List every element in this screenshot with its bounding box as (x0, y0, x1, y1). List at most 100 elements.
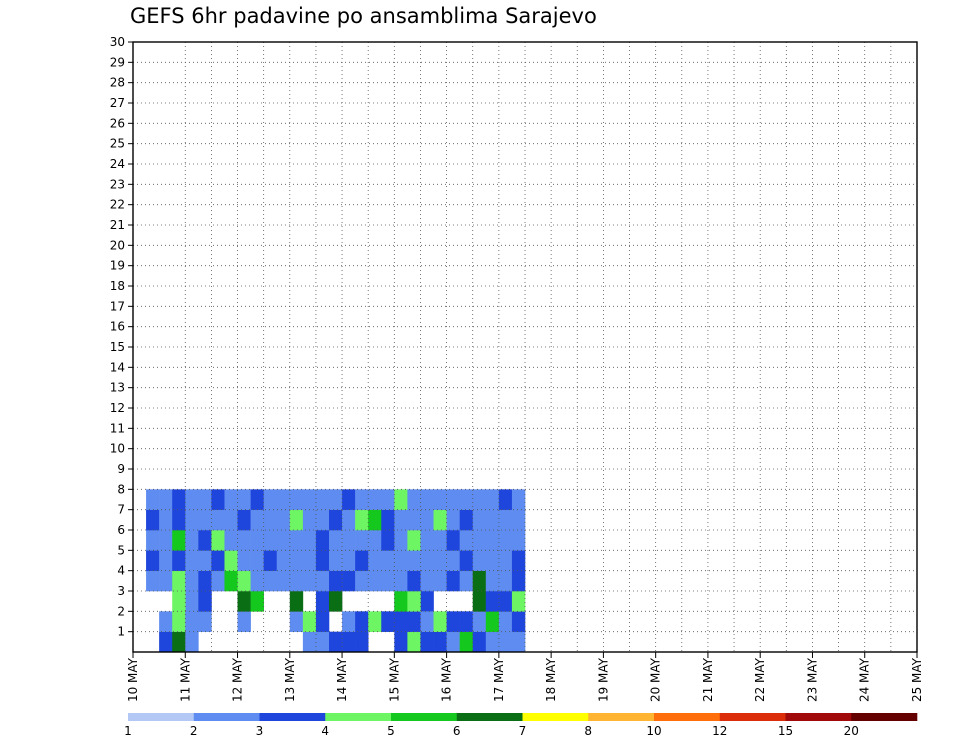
heatmap-cell (315, 550, 330, 571)
heatmap-cell (276, 530, 291, 551)
chart-grid (133, 42, 917, 652)
heatmap-cell (381, 550, 395, 571)
heatmap-cell (315, 591, 330, 612)
heatmap-cell (485, 591, 500, 612)
heatmap-cell (420, 509, 434, 531)
heatmap-cell (276, 489, 291, 510)
heatmap-cell (315, 509, 330, 531)
heatmap-cell (368, 509, 382, 531)
heatmap-cell (355, 631, 369, 653)
heatmap-cell (159, 509, 173, 531)
heatmap-cell (433, 509, 447, 531)
heatmap-cell (211, 550, 225, 571)
heatmap-cell (446, 631, 460, 653)
heatmap-cell (342, 509, 356, 531)
y-tick-label: 3 (117, 584, 125, 598)
heatmap-cell (289, 570, 304, 592)
heatmap-cell (433, 611, 447, 632)
heatmap-cell (315, 530, 330, 551)
heatmap-cell (224, 530, 238, 551)
heatmap-cell (185, 631, 199, 653)
heatmap-cell (302, 509, 317, 531)
heatmap-cell (472, 509, 487, 531)
y-tick-label: 20 (110, 238, 125, 252)
heatmap-cell (381, 530, 395, 551)
colorbar-label: 12 (712, 724, 727, 738)
heatmap-cell (498, 591, 513, 612)
heatmap-cell (289, 550, 304, 571)
heatmap-cell (198, 530, 212, 551)
heatmap-cell (342, 611, 356, 632)
colorbar-swatch (128, 713, 195, 721)
y-tick-label: 16 (110, 320, 125, 334)
heatmap-cell (211, 489, 225, 510)
heatmap-cell (459, 509, 474, 531)
colorbar-label: 4 (321, 724, 329, 738)
heatmap-cell (342, 550, 356, 571)
colorbar-swatch (588, 713, 655, 721)
heatmap-cell (276, 570, 291, 592)
heatmap-cell (198, 611, 212, 632)
heatmap-cell (472, 530, 487, 551)
colorbar-swatch (785, 713, 852, 721)
colorbar-label: 6 (453, 724, 461, 738)
y-tick-label: 23 (110, 177, 125, 191)
heatmap-cell (368, 489, 382, 510)
heatmap-cell (355, 550, 369, 571)
heatmap-cell (276, 550, 291, 571)
heatmap-cell (329, 550, 343, 571)
heatmap-cell (394, 489, 408, 510)
colorbar-swatch (456, 713, 523, 721)
heatmap-cell (420, 550, 434, 571)
y-tick-label: 6 (117, 523, 125, 537)
heatmap-cell (211, 570, 225, 592)
heatmap-cell (172, 530, 186, 551)
heatmap-cell (315, 611, 330, 632)
heatmap-cell (472, 611, 487, 632)
heatmap-cell (472, 631, 487, 653)
heatmap-cell (407, 509, 421, 531)
colorbar-swatch (193, 713, 260, 721)
colorbar-label: 5 (387, 724, 395, 738)
y-tick-label: 4 (117, 564, 125, 578)
heatmap-cell (172, 550, 186, 571)
heatmap-cell (498, 530, 513, 551)
y-tick-label: 21 (110, 218, 125, 232)
heatmap-cell (224, 550, 238, 571)
heatmap-cell (368, 530, 382, 551)
heatmap-cell (433, 530, 447, 551)
heatmap-cell (472, 489, 487, 510)
heatmap-cell (472, 591, 487, 612)
y-tick-label: 2 (117, 604, 125, 618)
heatmap-cell (394, 570, 408, 592)
heatmap-cell (263, 509, 278, 531)
heatmap-cell (146, 550, 160, 571)
heatmap-cell (446, 530, 460, 551)
heatmap-cell (420, 489, 434, 510)
x-tick-label: 15 MAY (387, 657, 401, 702)
heatmap-cell (407, 631, 421, 653)
heatmap-cell (198, 591, 212, 612)
y-tick-label: 9 (117, 462, 125, 476)
heatmap-cell (446, 611, 460, 632)
heatmap-cell (394, 509, 408, 531)
heatmap-cell (172, 631, 186, 653)
heatmap-cell (302, 611, 317, 632)
x-tick-label: 20 MAY (649, 657, 663, 702)
heatmap-cell (302, 570, 317, 592)
heatmap-cell (289, 530, 304, 551)
heatmap-cell (289, 611, 304, 632)
heatmap-cell (237, 591, 251, 612)
heatmap-cell (355, 509, 369, 531)
heatmap-cell (446, 489, 460, 510)
colorbar-swatch (391, 713, 458, 721)
x-tick-label: 13 MAY (283, 657, 297, 702)
heatmap-cell (368, 550, 382, 571)
heatmap-cell (459, 611, 474, 632)
x-tick-label: 10 MAY (126, 657, 140, 702)
x-tick-label: 23 MAY (805, 657, 819, 702)
heatmap-cell (459, 489, 474, 510)
y-tick-label: 29 (110, 55, 125, 69)
heatmap-cell (433, 550, 447, 571)
colorbar-label: 8 (584, 724, 592, 738)
